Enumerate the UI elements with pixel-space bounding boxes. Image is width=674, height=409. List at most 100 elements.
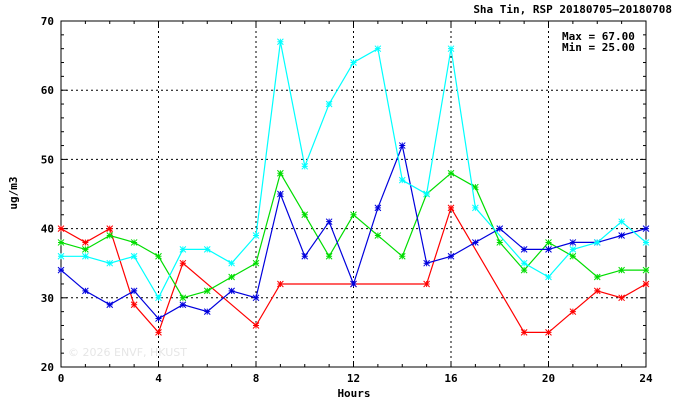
data-point (252, 259, 260, 267)
x-tick-label: 12 (347, 372, 360, 385)
data-point (106, 259, 114, 267)
data-point (325, 252, 333, 260)
data-point (179, 259, 187, 267)
x-axis-title: Hours (337, 387, 370, 400)
data-point (618, 218, 625, 226)
data-point (374, 232, 382, 239)
data-point (374, 204, 382, 212)
y-axis-title: ug/m3 (7, 176, 20, 209)
data-point (179, 301, 187, 309)
data-point (228, 287, 235, 295)
data-point (423, 190, 430, 198)
data-point (569, 246, 577, 253)
data-point (520, 329, 528, 336)
data-point (325, 218, 333, 226)
data-point (155, 315, 162, 322)
x-tick-label: 4 (155, 372, 162, 385)
data-point (106, 301, 114, 309)
data-point (593, 287, 601, 295)
data-point (618, 266, 625, 274)
data-point (472, 204, 479, 212)
data-point (179, 246, 187, 253)
data-point (82, 287, 89, 295)
data-point (520, 246, 528, 253)
data-point (203, 246, 211, 253)
data-point (155, 294, 162, 302)
data-point (179, 294, 187, 302)
data-point (106, 232, 114, 239)
data-point (545, 273, 552, 281)
data-point (496, 225, 504, 232)
data-point (520, 266, 528, 274)
data-point (569, 308, 577, 315)
data-point (130, 239, 138, 246)
data-point (203, 308, 211, 315)
y-tick-label: 40 (41, 223, 54, 236)
data-point (398, 252, 406, 260)
data-point (447, 45, 455, 53)
data-point (447, 252, 455, 260)
x-tick-label: 24 (639, 372, 653, 385)
data-point (82, 246, 89, 253)
data-point (57, 225, 65, 232)
data-point (252, 294, 260, 302)
data-point (350, 280, 357, 288)
data-point (642, 225, 650, 232)
data-point (472, 239, 479, 246)
watermark: © 2026 ENVF, HKUST (68, 346, 187, 359)
data-point (398, 142, 406, 149)
data-point (228, 273, 235, 281)
data-point (545, 239, 552, 246)
data-point (618, 232, 625, 239)
data-point (618, 294, 625, 302)
data-point (447, 204, 455, 212)
data-point (301, 252, 309, 260)
y-tick-label: 30 (41, 292, 54, 305)
data-point (301, 162, 309, 170)
data-point (642, 266, 650, 274)
data-point (57, 239, 65, 246)
min-label: Min = 25.00 (562, 41, 635, 54)
x-tick-label: 0 (58, 372, 65, 385)
x-tick-label: 16 (444, 372, 458, 385)
data-point (642, 280, 650, 288)
data-point (277, 190, 284, 198)
series-1 (57, 204, 650, 336)
y-tick-label: 20 (41, 361, 54, 374)
data-point (82, 252, 89, 260)
x-tick-label: 8 (253, 372, 260, 385)
data-point (277, 280, 284, 288)
data-point (374, 45, 382, 53)
axis-ticks: 0 4 8 12 16 20 24 20 30 40 50 60 70 (41, 15, 653, 385)
data-point (545, 246, 552, 253)
data-point (203, 287, 211, 295)
max-label: Max = 67.00 (562, 30, 635, 43)
data-point (130, 301, 138, 309)
data-point (228, 259, 235, 267)
data-point (593, 239, 601, 246)
grid (61, 21, 646, 367)
y-tick-label: 60 (41, 84, 54, 97)
series-group (57, 38, 650, 336)
data-point (106, 225, 114, 232)
y-tick-label: 70 (41, 15, 54, 28)
data-point (545, 329, 552, 336)
data-point (447, 169, 455, 177)
data-point (252, 232, 260, 239)
data-point (130, 252, 138, 260)
series-line (61, 41, 647, 300)
data-point (325, 100, 333, 108)
data-point (130, 287, 138, 295)
data-point (398, 176, 406, 184)
data-point (301, 211, 309, 219)
chart-title: Sha Tin, RSP 20180705—20180708 (473, 3, 672, 16)
data-point (57, 252, 65, 260)
series-3 (57, 142, 650, 322)
series-4 (57, 38, 650, 302)
data-point (593, 273, 601, 281)
data-point (423, 280, 430, 288)
data-point (277, 169, 284, 177)
data-point (350, 59, 357, 66)
data-point (82, 239, 89, 246)
